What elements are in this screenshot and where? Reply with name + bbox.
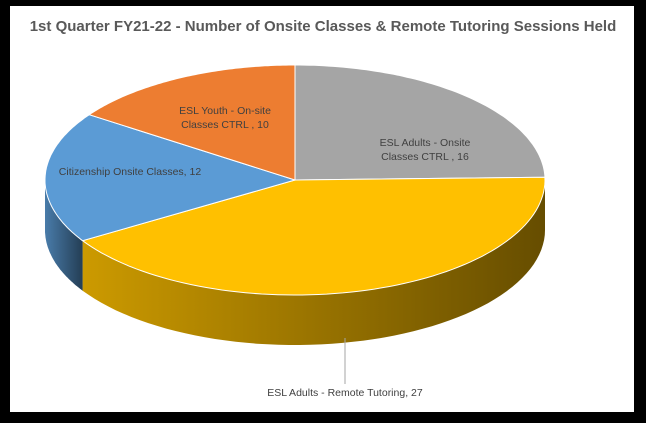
chart-title: 1st Quarter FY21-22 - Number of Onsite C…: [29, 18, 617, 35]
data-label: ESL Adults - Remote Tutoring, 27: [267, 387, 423, 399]
data-label: ESL Youth - On-site Classes CTRL , 10: [179, 105, 271, 131]
slice: [88, 64, 296, 181]
slice: [294, 64, 546, 181]
slice-side: [82, 180, 545, 345]
data-label: ESL Adults - Onsite Classes CTRL , 16: [379, 137, 471, 163]
slice: [81, 176, 546, 296]
slice-side: [45, 180, 83, 291]
data-label: Citizenship Onsite Classes, 12: [58, 166, 202, 178]
slice: [44, 114, 297, 242]
